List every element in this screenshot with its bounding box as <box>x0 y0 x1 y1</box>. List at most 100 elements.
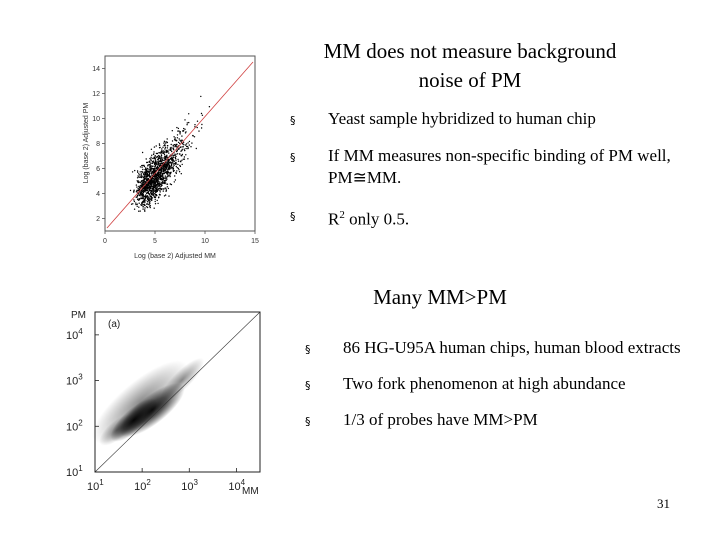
scatter-point <box>143 164 145 167</box>
scatter-point <box>162 170 164 173</box>
scatter-point <box>153 179 155 181</box>
scatter-point <box>187 142 189 144</box>
scatter-point <box>153 151 155 153</box>
scatter-point <box>160 161 162 163</box>
scatter-point <box>148 190 151 192</box>
scatter-point <box>146 185 148 187</box>
scatter-point <box>133 208 136 210</box>
scatter-point <box>149 205 151 207</box>
scatter-point <box>173 138 176 140</box>
scatter-point <box>181 135 183 137</box>
scatter-point <box>170 157 172 159</box>
scatter-point <box>152 177 154 179</box>
scatter-point <box>165 150 167 152</box>
scatter-point <box>150 156 152 158</box>
scatter-point <box>154 170 156 172</box>
scatter-point <box>165 157 168 159</box>
scatter-point <box>175 171 177 174</box>
scatter-point <box>160 150 162 153</box>
scatter-point <box>173 160 176 162</box>
scatter-point <box>154 198 156 200</box>
scatter-point <box>144 201 146 203</box>
scatter-point <box>138 173 140 175</box>
scatter-point <box>164 171 166 174</box>
y-axis-label: Log (base 2) Adjusted PM <box>83 103 90 184</box>
scatter-point <box>188 113 190 115</box>
scatter-point <box>142 189 145 192</box>
y-tick-label: 12 <box>92 91 100 98</box>
bullet-marker: § <box>290 151 296 164</box>
scatter-point <box>173 164 175 167</box>
scatter-point <box>170 164 173 166</box>
diagonal-line <box>106 61 254 229</box>
scatter-point <box>150 195 152 197</box>
scatter-point <box>169 174 171 176</box>
scatter-point <box>146 173 148 176</box>
scatter-point <box>175 165 177 168</box>
bullet-marker: § <box>305 379 311 392</box>
scatter-point <box>143 177 146 180</box>
scatter-point <box>172 160 174 162</box>
scatter-point <box>154 203 157 205</box>
scatter-point <box>166 170 168 172</box>
y-tick-label: 4 <box>96 191 100 198</box>
scatter-point <box>175 145 177 147</box>
scatter-point <box>146 167 149 170</box>
x-axis-label: MM <box>242 486 259 497</box>
scatter-point <box>139 192 142 195</box>
scatter-point <box>165 166 168 169</box>
scatter-point <box>145 200 147 202</box>
scatter-point <box>163 168 165 171</box>
scatter-point <box>157 182 159 185</box>
scatter-point <box>169 183 171 185</box>
scatter-point <box>142 201 145 203</box>
scatter-point <box>146 192 148 194</box>
scatter-point <box>145 188 147 191</box>
scatter-point <box>140 186 143 188</box>
scatter-point <box>138 198 141 200</box>
scatter-point <box>162 188 164 190</box>
scatter-point <box>141 180 143 182</box>
scatter-point <box>133 199 135 201</box>
scatter-point <box>151 162 154 165</box>
scatter-point <box>183 144 185 146</box>
scatter-point <box>191 142 193 144</box>
scatter-point <box>164 147 167 149</box>
scatter-point <box>155 163 157 166</box>
scatter-point <box>163 181 166 183</box>
scatter-point <box>166 141 169 144</box>
scatter-point <box>146 206 148 208</box>
scatter-point <box>182 130 184 132</box>
scatter-point <box>178 169 180 171</box>
scatter-point <box>155 180 158 182</box>
scatter-point <box>155 191 158 193</box>
y-tick-label: 2 <box>96 216 100 223</box>
bullet-item: § 86 HG-U95A human chips, human blood ex… <box>305 337 685 359</box>
scatter-point <box>150 192 152 194</box>
scatter-point <box>147 183 149 185</box>
scatter-point <box>173 136 175 138</box>
scatter-point <box>180 161 182 163</box>
scatter-point <box>168 152 170 154</box>
scatter-point <box>137 188 139 190</box>
bullet-text-suffix: only 0.5. <box>344 209 410 229</box>
scatter-point <box>144 194 147 196</box>
scatter-point <box>130 203 133 205</box>
scatter-point <box>133 191 135 193</box>
scatter-point <box>164 175 166 177</box>
scatter-point <box>156 199 158 202</box>
scatter-point <box>147 198 149 201</box>
scatter-point <box>157 175 160 177</box>
scatter-point <box>159 186 161 188</box>
scatter-point <box>159 181 161 183</box>
scatter-point <box>154 187 156 189</box>
scatter-point <box>160 188 163 191</box>
scatter-point <box>172 167 174 170</box>
scatter-point <box>150 172 153 175</box>
scatter-point <box>149 170 152 172</box>
x-tick-label: 0 <box>103 238 107 245</box>
scatter-point <box>155 189 157 191</box>
scatter-point <box>166 186 169 188</box>
scatter-point <box>176 126 178 129</box>
scatter-point <box>183 156 186 158</box>
